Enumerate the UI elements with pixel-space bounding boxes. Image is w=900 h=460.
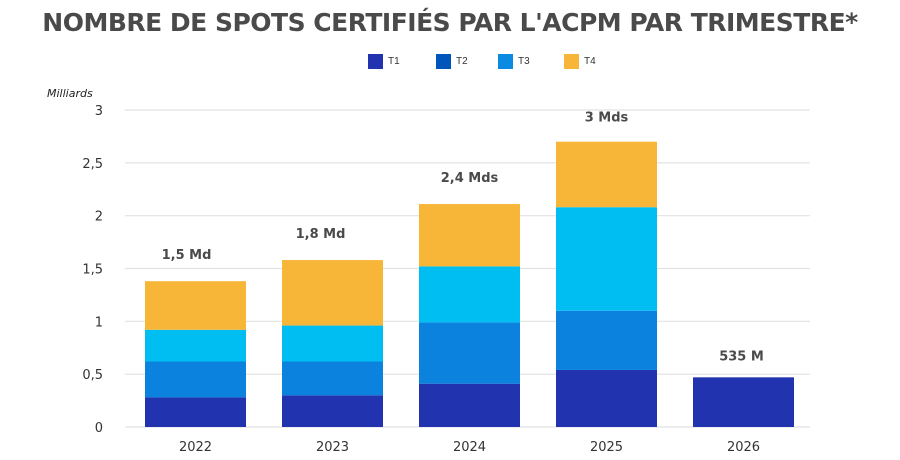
legend-item-t4: T4 bbox=[564, 54, 596, 69]
bar-segment-t1-2025 bbox=[556, 369, 657, 427]
bar-segment-t4-2022 bbox=[145, 281, 246, 330]
legend-label-t2: T2 bbox=[456, 56, 468, 67]
total-label: 2,4 Mds bbox=[441, 171, 499, 186]
y-tick-label: 1,5 bbox=[82, 263, 103, 278]
y-tick-label: 1 bbox=[95, 315, 103, 330]
bar-segment-t2-2024 bbox=[419, 322, 520, 384]
bar-segment-t3-2022 bbox=[145, 329, 246, 362]
bar-segment-t1-2023 bbox=[282, 395, 383, 427]
legend-item-t3: T3 bbox=[498, 54, 530, 69]
legend-label-t3: T3 bbox=[518, 56, 530, 67]
bar-segment-t4-2025 bbox=[556, 141, 657, 208]
bar-segment-t3-2023 bbox=[282, 325, 383, 362]
legend-swatch-t4 bbox=[564, 54, 579, 69]
total-label: 1,5 Md bbox=[162, 248, 212, 263]
legend-item-t2: T2 bbox=[436, 54, 468, 69]
legend-swatch-t2 bbox=[436, 54, 451, 69]
x-tick-label: 2025 bbox=[590, 440, 623, 455]
y-tick-label: 2 bbox=[95, 210, 103, 225]
x-axis-ticks: 2022 2023 2024 2025 2026 bbox=[179, 440, 760, 455]
bar-segment-t1-2022 bbox=[145, 397, 246, 427]
bar-segment-t4-2024 bbox=[419, 204, 520, 267]
y-tick-label: 0,5 bbox=[82, 368, 103, 383]
y-tick-label: 2,5 bbox=[82, 157, 103, 172]
bar-segment-t2-2025 bbox=[556, 310, 657, 370]
bar-segment-t3-2024 bbox=[419, 266, 520, 323]
x-tick-label: 2024 bbox=[453, 440, 486, 455]
y-axis-label: Milliards bbox=[47, 87, 93, 100]
y-tick-label: 0 bbox=[95, 421, 103, 436]
x-tick-label: 2023 bbox=[316, 440, 349, 455]
bar-segment-t2-2022 bbox=[145, 361, 246, 398]
bars bbox=[145, 141, 794, 427]
legend-label-t1: T1 bbox=[388, 56, 400, 67]
total-labels: 1,5 Md 1,8 Md 2,4 Mds 3 Mds 535 M bbox=[162, 111, 764, 365]
legend-item-t1: T1 bbox=[368, 54, 400, 69]
legend-label-t4: T4 bbox=[584, 56, 596, 67]
total-label: 1,8 Md bbox=[296, 227, 346, 242]
x-tick-label: 2026 bbox=[727, 440, 760, 455]
bar-segment-t4-2023 bbox=[282, 260, 383, 326]
legend-swatch-t1 bbox=[368, 54, 383, 69]
y-tick-label: 3 bbox=[95, 104, 103, 119]
total-label: 3 Mds bbox=[585, 111, 629, 126]
legend: T1 T2 T3 T4 bbox=[0, 54, 900, 72]
bar-segment-t1-2026 bbox=[693, 377, 794, 427]
total-label: 535 M bbox=[719, 349, 764, 364]
x-tick-label: 2022 bbox=[179, 440, 212, 455]
legend-swatch-t3 bbox=[498, 54, 513, 69]
bar-segment-t2-2023 bbox=[282, 361, 383, 396]
bar-segment-t3-2025 bbox=[556, 207, 657, 311]
chart-title: NOMBRE DE SPOTS CERTIFIÉS PAR L'ACPM PAR… bbox=[42, 8, 858, 37]
y-axis-ticks: 0 0,5 1 1,5 2 2,5 3 bbox=[82, 104, 103, 436]
bar-segment-t1-2024 bbox=[419, 383, 520, 427]
